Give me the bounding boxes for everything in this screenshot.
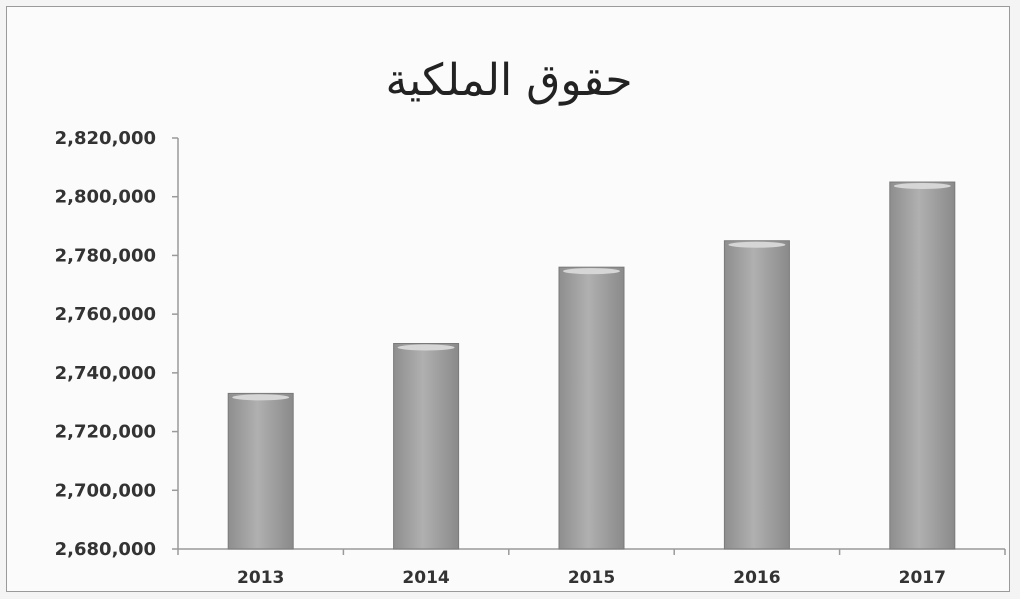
chart-title: حقوق الملكية — [385, 55, 633, 106]
chart-frame: حقوق الملكية — [6, 6, 1010, 592]
bar-2014 — [393, 343, 460, 550]
x-tick-label: 2016 — [733, 568, 780, 588]
x-tick-label: 2017 — [899, 568, 946, 588]
x-tick-label: 2014 — [402, 568, 449, 588]
bar-2016 — [723, 240, 790, 550]
y-tick-label: 2,760,000 — [55, 304, 156, 325]
bar-2015 — [558, 266, 625, 550]
y-tick-label: 2,800,000 — [55, 187, 156, 208]
bar-highlight — [563, 268, 620, 275]
bar-2017 — [889, 181, 956, 550]
y-tick-label: 2,820,000 — [55, 128, 156, 149]
bar-highlight — [893, 183, 951, 190]
y-tick-label: 2,700,000 — [55, 480, 156, 501]
bar-highlight — [232, 394, 290, 401]
y-tick-label: 2,680,000 — [55, 539, 156, 560]
y-tick-label: 2,740,000 — [55, 363, 156, 384]
y-tick-label: 2,720,000 — [55, 422, 156, 443]
bar-highlight — [728, 241, 786, 248]
bar-highlight — [397, 344, 455, 351]
x-tick-label: 2013 — [237, 568, 284, 588]
x-tick-label: 2015 — [568, 568, 615, 588]
bar-2013 — [227, 392, 294, 550]
y-tick-label: 2,780,000 — [55, 245, 156, 266]
